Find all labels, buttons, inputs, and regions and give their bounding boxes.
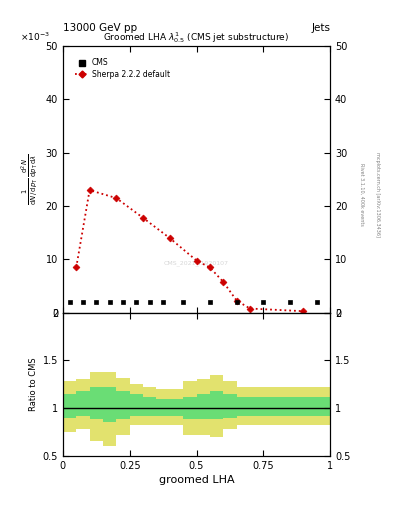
Bar	[223, 381, 237, 429]
Bar	[90, 372, 103, 441]
Bar	[143, 397, 156, 416]
Bar	[63, 394, 76, 418]
Text: 13000 GeV pp: 13000 GeV pp	[63, 23, 137, 33]
Bar	[317, 397, 330, 416]
Bar	[250, 397, 263, 416]
Text: mcplots.cern.ch [arXiv:1306.3436]: mcplots.cern.ch [arXiv:1306.3436]	[375, 152, 380, 237]
Text: CMS_2021_I1920107: CMS_2021_I1920107	[164, 261, 229, 266]
Bar	[130, 394, 143, 416]
Bar	[250, 387, 263, 425]
Bar	[263, 387, 277, 425]
Bar	[303, 397, 317, 416]
Bar	[130, 384, 143, 425]
Bar	[103, 387, 116, 422]
Bar	[63, 381, 76, 432]
Bar	[196, 394, 210, 419]
Bar	[277, 387, 290, 425]
Bar	[290, 387, 303, 425]
Bar	[170, 389, 183, 425]
Bar	[183, 397, 196, 419]
X-axis label: groomed LHA: groomed LHA	[159, 475, 234, 485]
Bar	[170, 398, 183, 416]
Bar	[223, 394, 237, 418]
Bar	[317, 387, 330, 425]
Bar	[143, 387, 156, 425]
Bar	[237, 387, 250, 425]
Bar	[183, 381, 196, 435]
Bar	[76, 379, 90, 429]
Bar	[196, 379, 210, 435]
Bar	[303, 387, 317, 425]
Y-axis label: Ratio to CMS: Ratio to CMS	[29, 357, 39, 411]
Bar	[237, 397, 250, 416]
Bar	[103, 372, 116, 446]
Bar	[210, 391, 223, 419]
Bar	[210, 375, 223, 437]
Bar	[90, 387, 103, 419]
Bar	[263, 397, 277, 416]
Bar	[277, 397, 290, 416]
Bar	[290, 397, 303, 416]
Bar	[156, 398, 170, 416]
Text: Rivet 3.1.10, 400k events: Rivet 3.1.10, 400k events	[359, 163, 364, 226]
Bar	[76, 391, 90, 416]
Bar	[116, 377, 130, 435]
Text: $\times10^{-3}$: $\times10^{-3}$	[20, 31, 50, 44]
Title: Groomed LHA $\lambda^{1}_{0.5}$ (CMS jet substructure): Groomed LHA $\lambda^{1}_{0.5}$ (CMS jet…	[103, 30, 290, 45]
Y-axis label: $\frac{1}{\mathrm{d}N\,/\,\mathrm{d}p_\mathrm{T}}\,\frac{\mathrm{d}^2N}{\mathrm{: $\frac{1}{\mathrm{d}N\,/\,\mathrm{d}p_\m…	[19, 154, 40, 205]
Bar	[116, 391, 130, 419]
Bar	[156, 389, 170, 425]
Text: Jets: Jets	[311, 23, 330, 33]
Legend: CMS, Sherpa 2.2.2 default: CMS, Sherpa 2.2.2 default	[72, 55, 173, 81]
